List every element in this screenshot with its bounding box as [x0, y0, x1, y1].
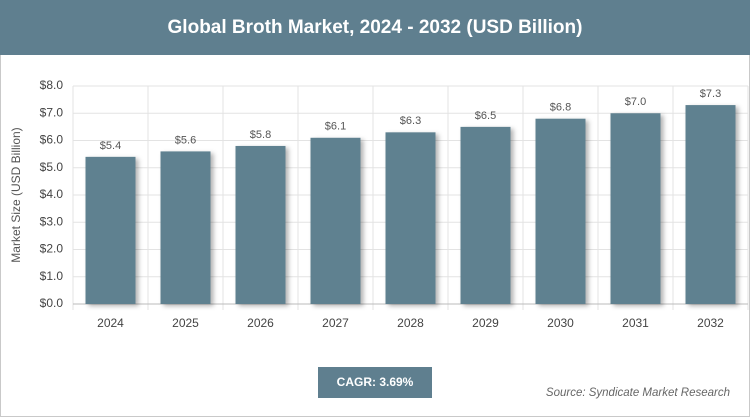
y-tick-label: $5.0: [40, 160, 64, 174]
chart-title: Global Broth Market, 2024 - 2032 (USD Bi…: [168, 17, 583, 38]
x-tick-label: 2031: [622, 316, 649, 330]
x-tick-label: 2030: [547, 316, 574, 330]
y-axis-label: Market Size (USD Billion): [9, 127, 23, 262]
y-tick-label: $6.0: [40, 133, 64, 147]
value-label: $6.8: [550, 102, 571, 114]
bar: [685, 105, 736, 304]
bar: [535, 118, 586, 304]
x-tick-label: 2025: [172, 316, 199, 330]
x-tick-label: 2027: [322, 316, 349, 330]
bar: [160, 151, 211, 304]
value-label: $5.8: [250, 129, 271, 141]
value-label: $6.1: [325, 121, 346, 133]
y-tick-label: $3.0: [40, 214, 64, 228]
bar: [85, 156, 136, 304]
bar: [385, 132, 436, 304]
title-bar: [0, 0, 750, 55]
x-tick-label: 2028: [397, 316, 424, 330]
x-tick-label: 2026: [247, 316, 274, 330]
value-label: $7.3: [700, 88, 721, 100]
value-label: $7.0: [625, 96, 646, 108]
y-tick-label: $8.0: [40, 78, 64, 92]
source-note: Source: Syndicate Market Research: [546, 387, 730, 399]
x-tick-label: 2032: [697, 316, 724, 330]
value-label: $5.4: [100, 140, 121, 152]
cagr-box: [318, 367, 432, 398]
value-label: $5.6: [175, 134, 196, 146]
bar: [310, 137, 361, 304]
bar: [460, 126, 511, 304]
x-tick-label: 2024: [97, 316, 124, 330]
y-tick-label: $7.0: [40, 105, 64, 119]
y-tick-label: $0.0: [40, 296, 64, 310]
y-tick-label: $1.0: [40, 269, 64, 283]
bar: [235, 145, 286, 304]
cagr-label: CAGR: 3.69%: [337, 375, 414, 389]
y-tick-label: $2.0: [40, 242, 64, 256]
bar: [610, 113, 661, 304]
value-label: $6.5: [475, 110, 496, 122]
value-label: $6.3: [400, 115, 421, 127]
x-tick-label: 2029: [472, 316, 499, 330]
y-tick-label: $4.0: [40, 187, 64, 201]
